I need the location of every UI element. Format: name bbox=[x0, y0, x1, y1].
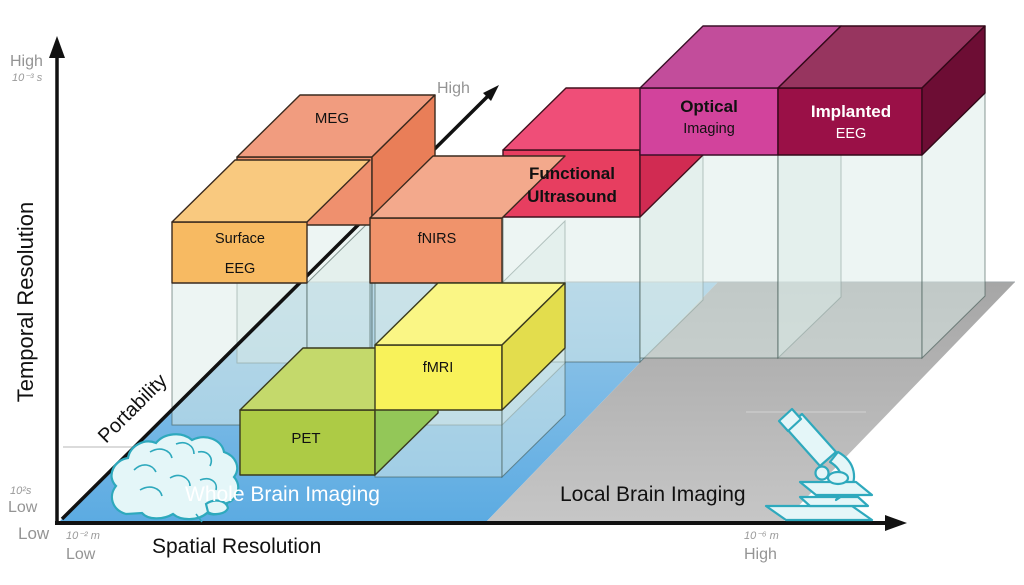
spatial-axis-arrowhead bbox=[885, 515, 907, 531]
fnirs-box-top bbox=[369, 155, 566, 219]
surface-eeg-label-line1: Surface bbox=[215, 231, 265, 247]
implanted-eeg-box bbox=[777, 25, 986, 156]
surface-eeg-box-front bbox=[171, 221, 308, 284]
surface-eeg-label-line2: EEG bbox=[225, 261, 256, 277]
microscope-illustration bbox=[764, 407, 874, 522]
temporal-high-label: High bbox=[10, 53, 43, 70]
origin-low-label: Low bbox=[18, 524, 50, 543]
spatial-low-label: Low bbox=[66, 546, 96, 563]
fmri-box-front bbox=[374, 344, 503, 411]
fmri-box bbox=[374, 282, 566, 411]
fnirs-box bbox=[369, 155, 566, 284]
brain-cerebellum bbox=[204, 499, 230, 516]
local-brain-imaging-label: Local Brain Imaging bbox=[560, 483, 746, 506]
microscope-foot bbox=[798, 495, 870, 508]
spatial-axis-title: Spatial Resolution bbox=[152, 535, 321, 558]
microscope-knob bbox=[814, 465, 830, 481]
surface-eeg-box-top bbox=[171, 159, 371, 223]
fmri-label: fMRI bbox=[423, 360, 454, 376]
temporal-axis-title: Temporal Resolution bbox=[13, 202, 38, 403]
temporal-axis-arrowhead bbox=[49, 36, 65, 58]
temporal-low-unit: 10²s bbox=[10, 485, 32, 497]
spatial-high-unit: 10⁻⁶ m bbox=[744, 530, 779, 542]
fmri-box-side bbox=[501, 282, 566, 411]
implanted-eeg-box-side bbox=[921, 25, 986, 156]
implanted-eeg-label-line2: EEG bbox=[836, 126, 867, 142]
temporal-high-unit: 10⁻³ s bbox=[12, 72, 43, 84]
fnirs-box-front bbox=[369, 217, 503, 284]
implanted-eeg-box-front bbox=[777, 87, 923, 156]
functional-ultrasound-label-line2: Ultrasound bbox=[527, 187, 617, 206]
implanted-eeg-label-line1: Implanted bbox=[811, 102, 891, 121]
pet-label: PET bbox=[291, 430, 320, 447]
microscope-base bbox=[764, 504, 874, 522]
brain-gyri bbox=[133, 441, 218, 523]
spatial-high-label: High bbox=[744, 546, 777, 563]
brain-illustration bbox=[110, 433, 240, 523]
functional-ultrasound-label-line1: Functional bbox=[529, 164, 615, 183]
microscope-eyepiece bbox=[777, 407, 803, 433]
microscope-specimen bbox=[826, 470, 850, 486]
portability-high-label: High bbox=[437, 80, 470, 97]
optical-imaging-label-line2: Imaging bbox=[683, 121, 735, 137]
pet-box-front bbox=[239, 409, 376, 476]
portability-axis-arrowhead bbox=[483, 85, 499, 101]
brain-outline bbox=[110, 433, 240, 521]
whole-brain-imaging-label: Whole Brain Imaging bbox=[185, 483, 380, 506]
optical-imaging-label-line1: Optical bbox=[680, 97, 738, 116]
meg-label: MEG bbox=[315, 110, 349, 127]
spatial-low-unit: 10⁻² m bbox=[66, 530, 100, 542]
surface-eeg-box bbox=[171, 159, 371, 284]
temporal-low-label: Low bbox=[8, 499, 38, 516]
implanted-eeg-column-front bbox=[777, 154, 923, 359]
fnirs-label: fNIRS bbox=[418, 231, 457, 247]
